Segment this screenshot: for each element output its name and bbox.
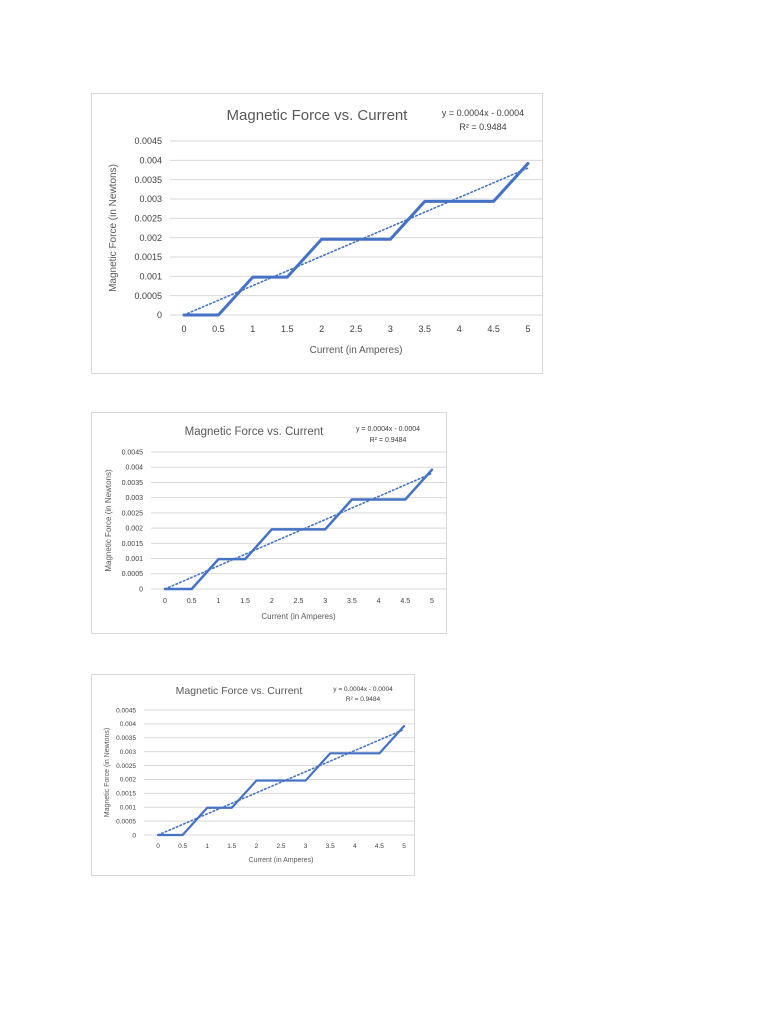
y-tick-label: 0.004: [120, 721, 137, 728]
x-tick-label: 2: [270, 598, 274, 605]
y-tick-label: 0.0045: [134, 136, 162, 146]
x-axis-title: Current (in Amperes): [261, 612, 336, 621]
y-tick-label: 0.0025: [122, 510, 144, 517]
chart-title: Magnetic Force vs. Current: [176, 685, 303, 697]
x-tick-label: 3: [323, 598, 327, 605]
x-tick-label: 0: [181, 324, 186, 334]
x-tick-label: 1.5: [240, 598, 250, 605]
y-tick-label: 0.0045: [116, 707, 136, 714]
y-tick-label: 0.0045: [122, 449, 144, 456]
x-tick-label: 3.5: [326, 843, 335, 850]
trendline: [164, 472, 433, 590]
x-tick-label: 1.5: [281, 324, 294, 334]
chart-1-svg: 0 0.0005 0.001 0.0015 0.002 0.0025 0.003 0.0035…: [108, 107, 542, 356]
x-axis-title: Current (in Amperes): [310, 345, 403, 356]
y-axis-title: Magnetic Force (in Newtons): [104, 728, 111, 817]
y-tick-label: 0.001: [120, 804, 137, 811]
y-tick-label: 0.003: [120, 749, 137, 756]
y-tick-label: 0.0035: [134, 175, 162, 185]
y-tick-label: 0.0015: [122, 541, 144, 548]
x-tick-label: 0: [163, 598, 167, 605]
x-tick-label: 4.5: [400, 598, 410, 605]
x-tick-label: 1: [216, 598, 220, 605]
y-tick-label: 0.001: [139, 271, 162, 281]
y-tick-label: 0.004: [125, 465, 143, 472]
x-tick-label: 2.5: [350, 324, 363, 334]
y-tick-label: 0.004: [139, 155, 162, 165]
y-tick-label: 0.0025: [134, 213, 162, 223]
data-series-line: [182, 161, 530, 317]
x-tick-label: 3.5: [419, 324, 432, 334]
trendline-equation: y = 0.0004x - 0.0004: [442, 108, 524, 118]
y-tick-label: 0.0015: [134, 252, 162, 262]
y-tick-label: 0.0005: [122, 571, 144, 578]
y-axis-title: Magnetic Force (in Newtons): [108, 164, 119, 292]
data-series-line: [163, 468, 434, 591]
y-tick-label: 0.003: [139, 194, 162, 204]
x-tick-label: 4.5: [375, 843, 384, 850]
y-tick-label: 0: [139, 586, 143, 593]
x-tick-label: 4: [353, 843, 357, 850]
x-tick-label: 3: [304, 843, 308, 850]
x-tick-label: 4: [377, 598, 381, 605]
r-squared-label: R² = 0.9484: [459, 122, 506, 132]
r-squared-label: R² = 0.9484: [346, 696, 381, 703]
chart-3: 0 0.0005 0.001 0.0015 0.002 0.0025 0.003 0.0035…: [91, 674, 415, 876]
chart-title: Magnetic Force vs. Current: [185, 426, 324, 438]
x-tick-label: 3.5: [347, 598, 357, 605]
y-tick-label: 0.001: [125, 556, 143, 563]
trendline: [183, 167, 529, 316]
x-tick-label: 5: [525, 324, 530, 334]
x-tick-label: 0.5: [187, 598, 197, 605]
x-tick-label: 0.5: [178, 843, 187, 850]
chart-1: 0 0.0005 0.001 0.0015 0.002 0.0025 0.003 0.0035…: [91, 93, 543, 374]
data-series-line: [156, 725, 406, 837]
x-tick-label: 2: [255, 843, 259, 850]
x-tick-label: 1: [205, 843, 209, 850]
y-tick-label: 0.002: [139, 233, 162, 243]
x-tick-label: 2.5: [276, 843, 285, 850]
y-tick-label: 0.0015: [116, 791, 136, 798]
y-tick-label: 0.0005: [134, 291, 162, 301]
x-tick-label: 0.5: [212, 324, 225, 334]
x-tick-label: 2: [319, 324, 324, 334]
trendline: [157, 728, 405, 836]
trendline-equation: y = 0.0004x - 0.0004: [356, 426, 420, 433]
x-tick-label: 4.5: [487, 324, 500, 334]
x-tick-label: 3: [388, 324, 393, 334]
y-tick-label: 0: [132, 832, 136, 839]
r-squared-label: R² = 0.9484: [370, 437, 407, 444]
x-tick-label: 1: [250, 324, 255, 334]
chart-title: Magnetic Force vs. Current: [227, 107, 409, 124]
chart-3-svg: 0 0.0005 0.001 0.0015 0.002 0.0025 0.003 0.0035…: [104, 685, 414, 864]
chart-2-svg: 0 0.0005 0.001 0.0015 0.002 0.0025 0.003 0.0035…: [104, 426, 446, 621]
trendline-equation: y = 0.0004x - 0.0004: [333, 686, 393, 693]
chart-2: 0 0.0005 0.001 0.0015 0.002 0.0025 0.003 0.0035…: [91, 412, 447, 634]
y-tick-label: 0: [157, 310, 162, 320]
y-tick-label: 0.003: [125, 495, 143, 502]
x-tick-label: 2.5: [294, 598, 304, 605]
y-tick-label: 0.0025: [116, 763, 136, 770]
y-tick-label: 0.002: [120, 777, 137, 784]
y-axis-title: Magnetic Force (in Newtons): [104, 469, 113, 572]
x-tick-label: 0: [156, 843, 160, 850]
x-tick-label: 1.5: [227, 843, 236, 850]
x-axis-title: Current (in Amperes): [249, 857, 314, 864]
x-tick-label: 4: [457, 324, 462, 334]
x-tick-label: 5: [430, 598, 434, 605]
y-tick-label: 0.002: [125, 526, 143, 533]
y-tick-label: 0.0035: [116, 735, 136, 742]
y-tick-label: 0.0005: [116, 818, 136, 825]
y-tick-label: 0.0035: [122, 480, 144, 487]
x-tick-label: 5: [402, 843, 406, 850]
